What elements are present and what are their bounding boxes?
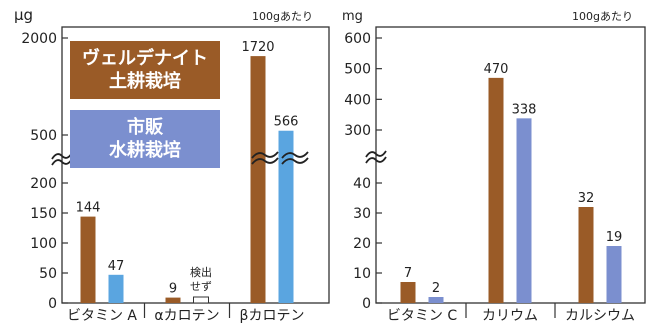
right-tick-label: 40 [353, 176, 371, 192]
right-category-label: ビタミン C [387, 308, 457, 324]
left-bar-hydro [108, 274, 124, 303]
left-x-axis-labels: ビタミン A αカロテン βカロテン [67, 303, 304, 324]
right-plot-frame [375, 26, 646, 304]
right-bar-soil [578, 207, 594, 303]
right-bar-value-label: 338 [512, 102, 537, 117]
right-tick-label: 600 [344, 31, 371, 47]
right-bar-value-label: 2 [432, 281, 440, 296]
right-tick-label: 300 [344, 123, 371, 139]
left-category-label: αカロテン [154, 308, 219, 324]
right-bar-value-label: 7 [404, 266, 412, 281]
left-tick-label: 500 [30, 128, 57, 144]
right-tick-label: 30 [353, 206, 371, 222]
legend-soil-grown: ヴェルデナイト 土耕栽培 [70, 41, 220, 99]
hydro-bar-break [281, 151, 309, 159]
left-y-axis: 0 50 100 150 200 500 2000 [21, 31, 68, 312]
left-bar-value-label: 144 [76, 201, 101, 216]
right-tick-label: 400 [344, 92, 371, 108]
soil-bar-break [251, 157, 279, 165]
left-bar-not-detected [193, 296, 209, 304]
left-category-label: βカロテン [240, 308, 305, 324]
legend-hydro-line1: 市販 [127, 117, 163, 138]
right-tick-label: 20 [353, 236, 371, 252]
right-bar-value-label: 32 [578, 191, 595, 206]
left-bar-value-label: 47 [108, 259, 125, 274]
left-per-100g-note: 100gあたり [252, 10, 313, 23]
legend-soil-line2: 土耕栽培 [109, 71, 181, 92]
legend-hydroponic: 市販 水耕栽培 [70, 110, 220, 168]
right-bar-hydro [606, 246, 622, 303]
legend-hydro-line2: 水耕栽培 [109, 140, 181, 161]
right-bar-value-label: 19 [606, 230, 623, 245]
left-bar-value-label: 9 [169, 282, 177, 297]
left-bar-value-label: 566 [274, 115, 299, 130]
left-tick-label: 150 [30, 206, 57, 222]
right-bar-value-label: 470 [484, 62, 509, 77]
left-category-label: ビタミン A [67, 308, 137, 324]
right-bar-hydro [516, 118, 532, 303]
left-unit-label: μg [14, 6, 33, 24]
left-tick-label: 100 [30, 236, 57, 252]
hydro-bar-break [281, 157, 309, 165]
right-tick-label: 0 [362, 296, 371, 312]
right-x-axis-labels: ビタミン C カリウム カルシウム [387, 303, 635, 324]
left-tick-label: 2000 [21, 31, 57, 47]
left-not-detected-label-2: せず [190, 280, 212, 293]
left-bar-soil [250, 56, 266, 304]
right-bars: 7 2 470 338 32 19 [400, 62, 623, 303]
right-y-axis: 0 10 20 30 40 300 400 500 600 [344, 31, 382, 312]
left-tick-label: 200 [30, 176, 57, 192]
right-bar-hydro [428, 297, 444, 303]
right-axis-break [365, 150, 387, 158]
right-axis-break [365, 156, 387, 164]
left-bar-value-label: 1720 [241, 40, 274, 55]
legend-soil-line1: ヴェルデナイト [82, 48, 208, 69]
left-bar-hydro [278, 130, 294, 303]
right-bar-soil [400, 282, 416, 303]
left-tick-label: 0 [48, 296, 57, 312]
soil-bar-break [251, 151, 279, 159]
left-axis-break [51, 158, 73, 166]
right-per-100g-note: 100gあたり [572, 10, 633, 23]
axis-break-marks [51, 150, 387, 166]
left-bar-soil [80, 216, 96, 303]
left-not-detected-label-1: 検出 [190, 265, 212, 279]
right-category-label: カリウム [482, 308, 538, 324]
right-unit-label: mg [342, 9, 363, 24]
right-tick-label: 500 [344, 62, 371, 78]
right-tick-label: 10 [353, 266, 371, 282]
right-category-label: カルシウム [565, 308, 635, 324]
left-tick-label: 50 [39, 266, 57, 282]
left-axis-break [51, 152, 73, 160]
right-bar-soil [488, 77, 504, 303]
left-bar-soil [165, 297, 181, 303]
